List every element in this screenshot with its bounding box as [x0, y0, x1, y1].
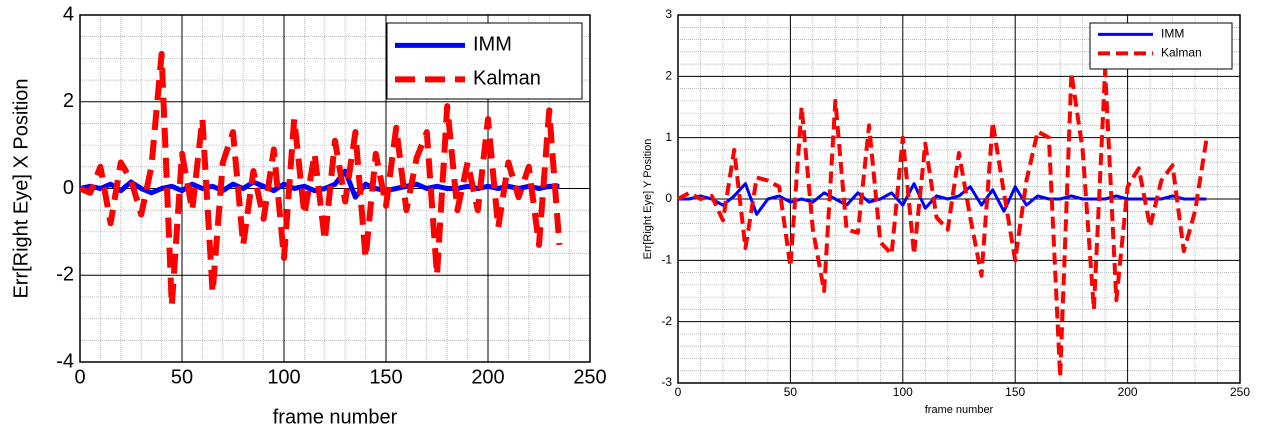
legend-label: IMM [473, 34, 512, 56]
y-tick-label: -1 [661, 253, 672, 267]
y-tick-label: 3 [665, 7, 672, 21]
x-axis-label: frame number [925, 404, 994, 416]
x-tick-label: 150 [1005, 385, 1025, 399]
y-tick-label: -3 [661, 375, 672, 389]
x-tick-label: 250 [1230, 385, 1250, 399]
y-tick-label: 0 [63, 177, 74, 199]
y-axis-label: Err[Right Eye] Y Position [642, 139, 654, 260]
y-tick-label: 0 [665, 191, 672, 205]
legend-label: Kalman [473, 68, 541, 90]
legend-box [1089, 22, 1233, 70]
y-tick-label: -2 [56, 264, 74, 286]
x-tick-label: 0 [74, 366, 85, 388]
x-tick-label: 100 [893, 385, 913, 399]
y-tick-label: 2 [665, 69, 672, 83]
series-line [678, 182, 1207, 216]
x-tick-label: 100 [267, 366, 300, 388]
y-tick-label: -2 [661, 314, 672, 328]
x-tick-label: 0 [675, 385, 682, 399]
x-tick-label: 200 [471, 366, 504, 388]
legend-box [386, 22, 583, 100]
legend-label: IMM [1161, 27, 1184, 41]
series-line [78, 51, 563, 309]
x-tick-label: 200 [1118, 385, 1138, 399]
series-line [677, 68, 1209, 379]
x-axis-label: frame number [273, 406, 398, 428]
x-tick-label: 250 [573, 366, 606, 388]
y-tick-label: 4 [63, 3, 74, 25]
y-tick-label: -4 [56, 350, 74, 372]
legend-label: Kalman [1161, 46, 1202, 60]
y-axis-label: Err[Right Eye] X Position [10, 78, 32, 298]
x-tick-label: 150 [369, 366, 402, 388]
y-tick-label: 1 [665, 130, 672, 144]
x-tick-label: 50 [784, 385, 798, 399]
x-tick-label: 50 [171, 366, 193, 388]
y-tick-label: 2 [63, 90, 74, 112]
